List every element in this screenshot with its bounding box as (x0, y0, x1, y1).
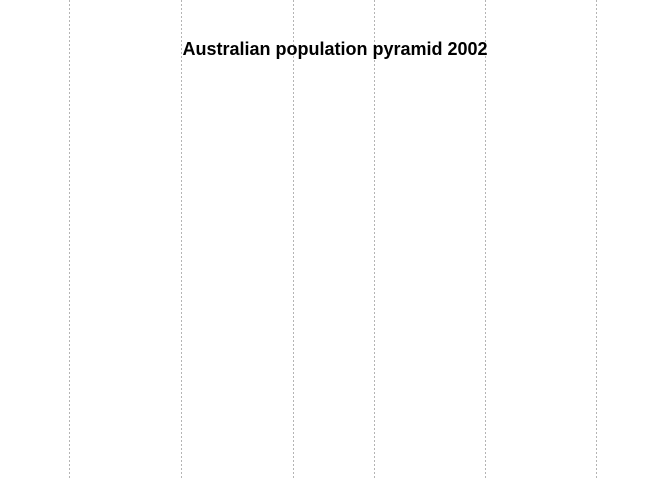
chart-title: Australian population pyramid 2002 (182, 39, 488, 59)
